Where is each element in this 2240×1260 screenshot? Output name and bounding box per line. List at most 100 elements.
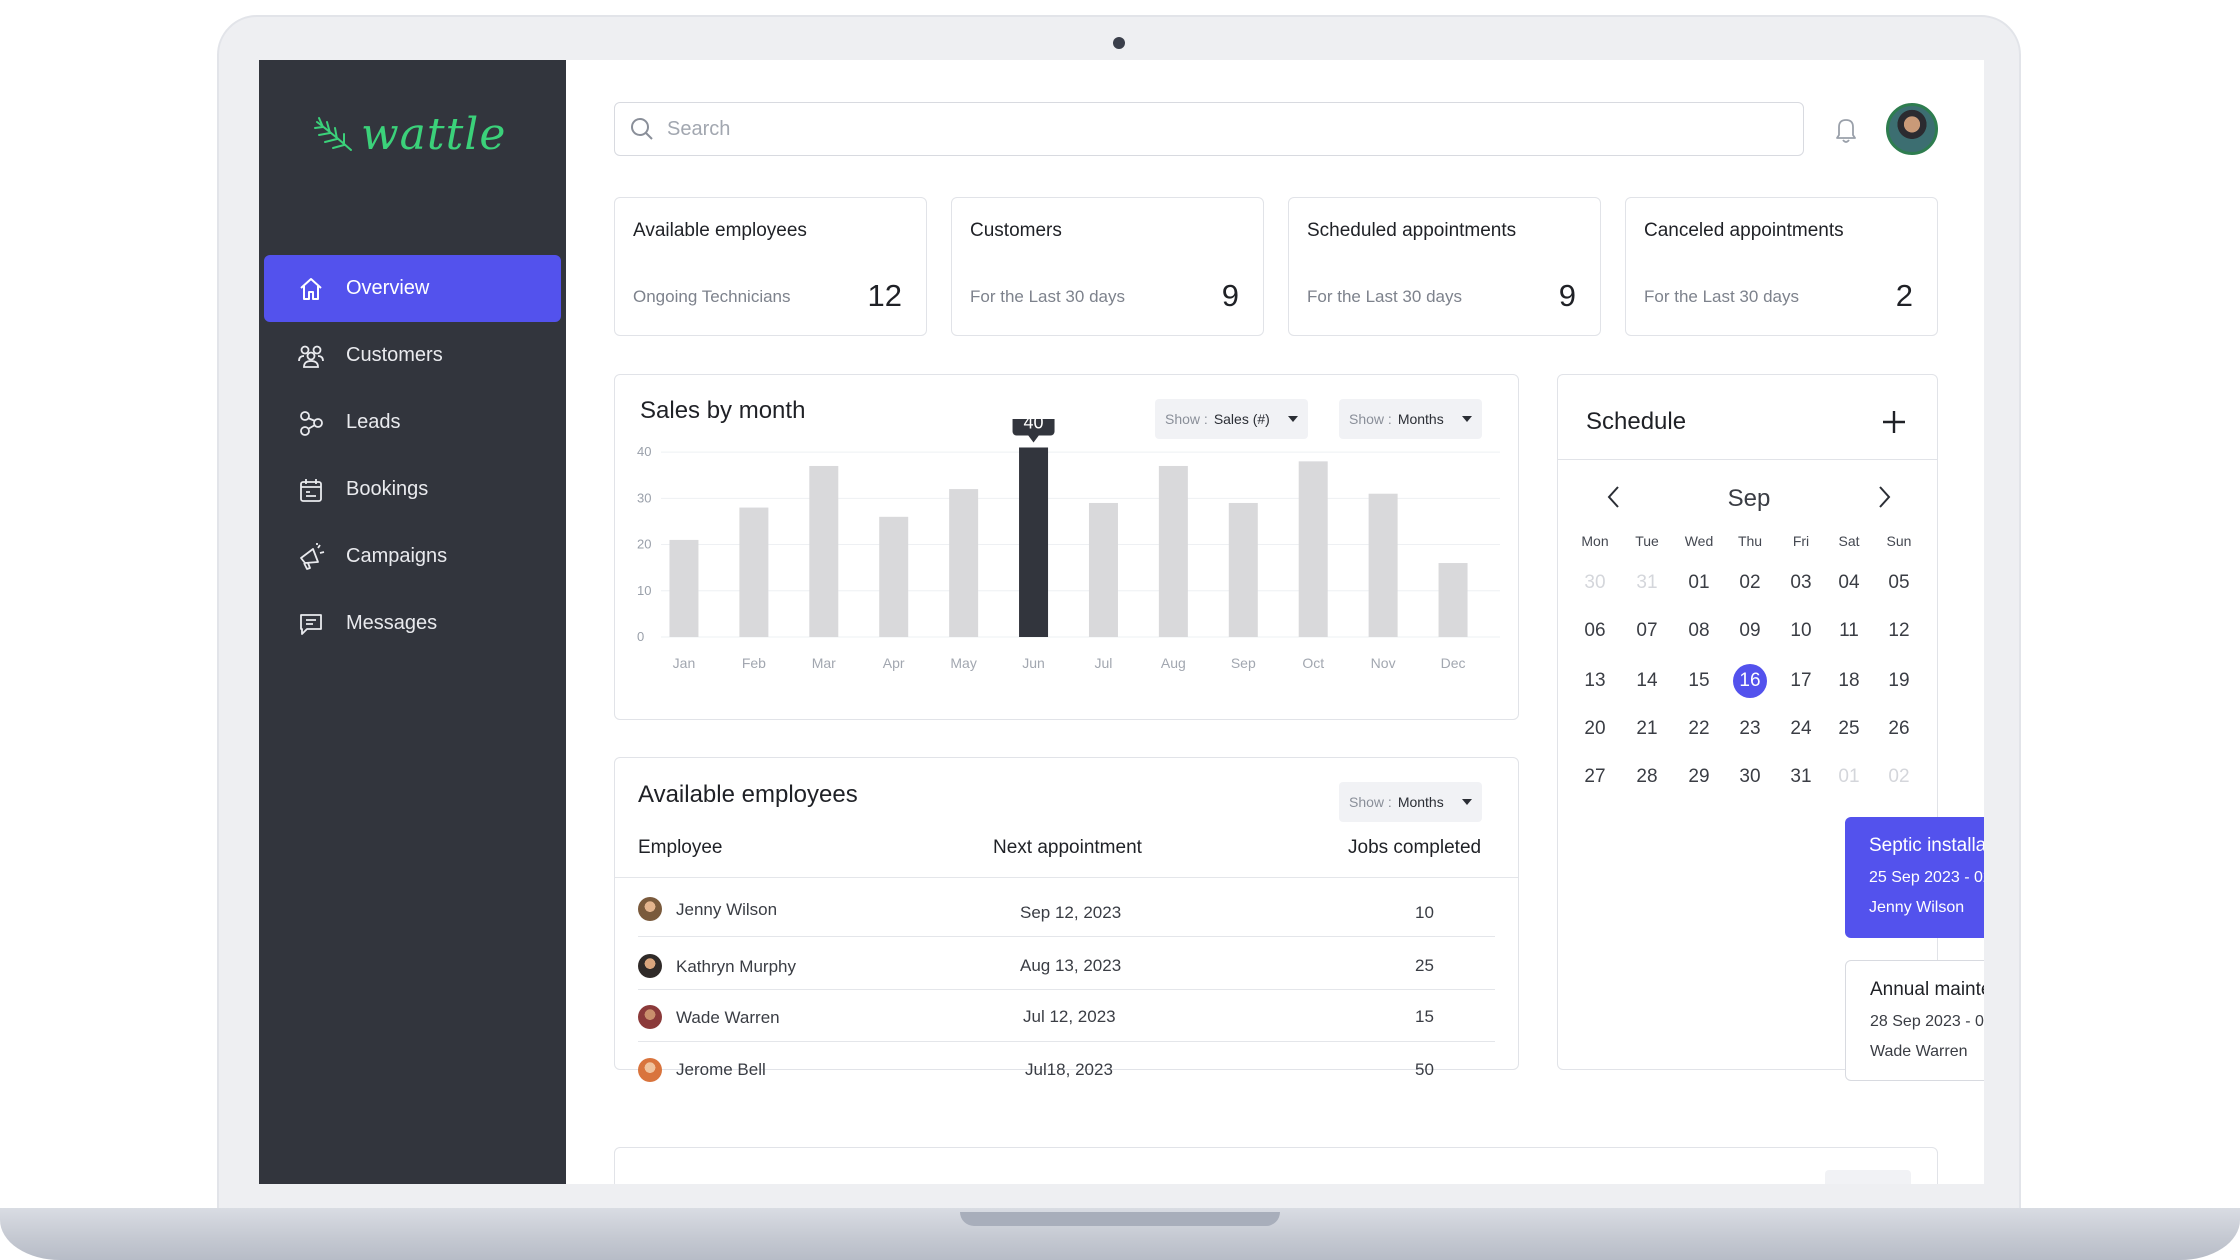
sidebar-item-overview[interactable]: Overview <box>264 255 561 322</box>
stat-card-available-employees: Available employees Ongoing Technicians … <box>614 197 927 336</box>
sidebar-item-customers[interactable]: Customers <box>264 322 561 389</box>
calendar-day[interactable]: 31 <box>1790 766 1812 787</box>
calendar-day[interactable]: 11 <box>1839 620 1859 641</box>
bar-aug[interactable] <box>1158 465 1188 637</box>
calendar-day[interactable]: 30 <box>1584 572 1606 593</box>
bar-oct[interactable] <box>1298 461 1328 637</box>
stat-card-scheduled-appointments: Scheduled appointments For the Last 30 d… <box>1288 197 1601 336</box>
calendar-day[interactable]: 17 <box>1790 670 1812 691</box>
wattle-leaf-icon <box>314 117 352 151</box>
stat-card-canceled-appointments: Canceled appointments For the Last 30 da… <box>1625 197 1938 336</box>
caret-down-icon <box>1461 416 1472 422</box>
dropdown-key: Show : <box>1349 411 1392 427</box>
calendar-day[interactable]: 02 <box>1888 766 1910 787</box>
calendar-day[interactable]: 20 <box>1584 718 1606 739</box>
calendar-day[interactable]: 26 <box>1888 718 1910 739</box>
logo[interactable]: wattle <box>311 104 506 164</box>
sales-bar-chart: 0 10 20 30 40 Jan Feb Mar Apr May Jun 40 Jul Aug Sep Oc… <box>637 419 1500 671</box>
calendar-day[interactable]: 01 <box>1688 572 1710 593</box>
column-header-employee: Employee <box>638 837 723 858</box>
calendar-day-selected[interactable]: 16 <box>1739 670 1761 691</box>
x-tick-label: May <box>950 655 976 671</box>
calendar-day[interactable]: 28 <box>1636 766 1658 787</box>
bar-nov[interactable] <box>1368 493 1398 637</box>
weekday-label: Tue <box>1635 533 1659 549</box>
bar-jan[interactable] <box>669 539 699 637</box>
weekday-label: Sun <box>1886 533 1912 549</box>
calendar-day[interactable]: 31 <box>1636 572 1658 593</box>
laptop-notch <box>960 1212 1280 1226</box>
x-tick-label: Sep <box>1231 655 1256 671</box>
calendar-day[interactable]: 27 <box>1584 766 1606 787</box>
row-divider <box>638 989 1495 990</box>
sidebar-nav: Overview Customers Leads Bookings Campai… <box>264 255 561 657</box>
calendar-day[interactable]: 24 <box>1790 718 1812 739</box>
calendar-day[interactable]: 19 <box>1888 670 1910 691</box>
weekday-label: Thu <box>1737 533 1763 549</box>
chevron-left-icon[interactable] <box>1604 484 1622 510</box>
sidebar-item-messages[interactable]: Messages <box>264 590 561 657</box>
bell-icon[interactable] <box>1831 113 1861 145</box>
calendar-day[interactable]: 18 <box>1838 670 1860 691</box>
calendar-day[interactable]: 15 <box>1688 670 1710 691</box>
calendar-day[interactable]: 13 <box>1584 670 1606 691</box>
search-input[interactable] <box>667 117 1767 141</box>
calendar-day[interactable]: 03 <box>1790 572 1812 593</box>
app-screen: wattle Overview Customers Leads Bookings <box>259 60 1984 1184</box>
add-icon[interactable] <box>1880 408 1908 436</box>
jobs-completed: 10 <box>1415 903 1434 922</box>
user-avatar[interactable] <box>1886 103 1938 155</box>
row-divider <box>638 936 1495 937</box>
calendar-day[interactable]: 02 <box>1739 572 1761 593</box>
jobs-completed: 50 <box>1415 1060 1434 1079</box>
calendar-day[interactable]: 29 <box>1688 766 1710 787</box>
calendar-day[interactable]: 23 <box>1739 718 1761 739</box>
calendar-day[interactable]: 09 <box>1739 620 1761 641</box>
bar-feb[interactable] <box>739 507 769 637</box>
x-tick-label: Apr <box>883 655 905 671</box>
stat-value: 9 <box>1558 278 1576 313</box>
employees-panel: Available employees Show : Months Employ… <box>614 757 1519 1082</box>
stat-subtitle: For the Last 30 days <box>970 287 1125 306</box>
employees-period-dropdown[interactable]: Show : Months <box>1339 782 1482 822</box>
calendar-day[interactable]: 04 <box>1838 572 1860 593</box>
calendar-day[interactable]: 22 <box>1688 718 1710 739</box>
stat-card-customers: Customers For the Last 30 days 9 <box>951 197 1264 336</box>
appointment-card[interactable]: Annual maintenance 28 Sep 2023 - 05:45 P… <box>1845 960 1984 1081</box>
sidebar-item-campaigns[interactable]: Campaigns <box>264 523 561 590</box>
panel-dropdown[interactable] <box>1825 1170 1911 1184</box>
bar-jun[interactable] <box>1019 447 1049 637</box>
search-bar[interactable] <box>614 102 1804 156</box>
calendar-day[interactable]: 30 <box>1739 766 1761 787</box>
home-icon <box>300 277 322 300</box>
x-tick-label: Jan <box>673 655 696 671</box>
sidebar-item-bookings[interactable]: Bookings <box>264 456 561 523</box>
calendar-day[interactable]: 25 <box>1838 718 1860 739</box>
calendar-day[interactable]: 10 <box>1790 620 1812 641</box>
bar-mar[interactable] <box>809 465 839 637</box>
sales-period-dropdown[interactable]: Show : Months <box>1339 399 1482 439</box>
sales-metric-dropdown[interactable]: Show : Sales (#) <box>1155 399 1308 439</box>
employee-name: Kathryn Murphy <box>676 957 796 976</box>
y-tick-label: 20 <box>637 537 651 552</box>
calendar-day[interactable]: 21 <box>1636 718 1658 739</box>
calendar-day[interactable]: 12 <box>1888 620 1910 641</box>
calendar-day[interactable]: 07 <box>1636 620 1658 641</box>
bar-sep[interactable] <box>1228 502 1258 637</box>
calendar-day[interactable]: 05 <box>1888 572 1910 593</box>
chevron-right-icon[interactable] <box>1876 484 1894 510</box>
bar-apr[interactable] <box>879 516 909 637</box>
calendar-day[interactable]: 14 <box>1636 670 1658 691</box>
bar-may[interactable] <box>949 489 979 637</box>
selected-day-highlight <box>1733 664 1767 698</box>
sidebar-item-leads[interactable]: Leads <box>264 389 561 456</box>
weekday-label: Fri <box>1792 533 1810 549</box>
bar-dec[interactable] <box>1438 563 1468 637</box>
next-appointment: Jul18, 2023 <box>1025 1060 1113 1079</box>
calendar-day[interactable]: 01 <box>1838 766 1860 787</box>
appointment-card-highlighted[interactable]: Septic installation 25 Sep 2023 - 02:30 … <box>1845 817 1984 938</box>
calendar-day[interactable]: 08 <box>1688 620 1710 641</box>
calendar-day[interactable]: 06 <box>1584 620 1606 641</box>
y-tick-label: 40 <box>637 444 651 459</box>
bar-jul[interactable] <box>1088 502 1118 637</box>
